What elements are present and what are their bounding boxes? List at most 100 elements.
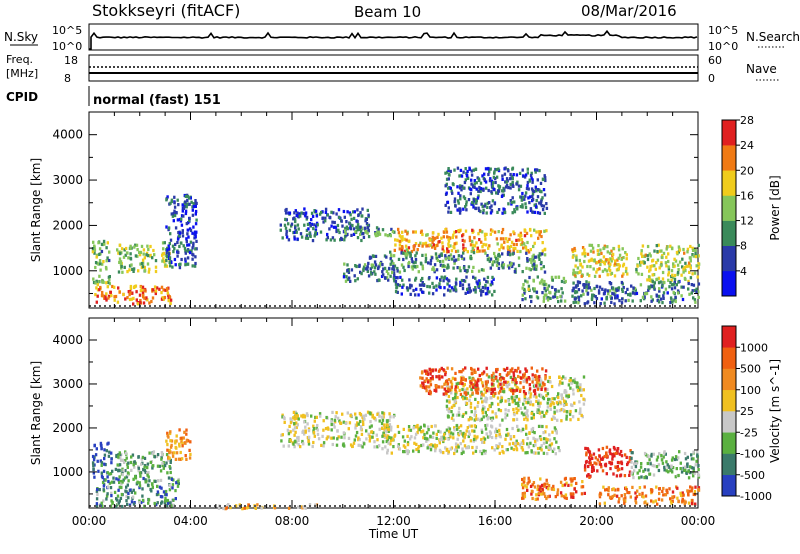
data-cell <box>293 211 296 215</box>
data-cell <box>115 497 118 501</box>
data-cell <box>595 462 598 466</box>
data-cell <box>171 451 174 455</box>
data-cell <box>464 247 467 252</box>
data-cell <box>325 238 328 242</box>
data-cell <box>485 397 489 401</box>
data-cell <box>138 500 141 505</box>
data-cell <box>178 442 181 446</box>
data-cell <box>188 218 191 223</box>
y-axis-label: Slant Range [km] <box>29 158 43 262</box>
data-cell <box>471 383 474 387</box>
data-cell <box>340 237 343 241</box>
data-cell <box>447 394 451 399</box>
data-cell <box>516 424 519 428</box>
data-cell <box>420 229 423 233</box>
data-cell <box>640 249 643 253</box>
data-cell <box>448 407 451 411</box>
data-cell <box>132 477 135 481</box>
data-cell <box>389 257 392 261</box>
data-cell <box>623 474 627 478</box>
data-cell <box>143 465 146 469</box>
data-cell <box>396 283 400 287</box>
data-cell <box>429 372 432 376</box>
data-cell <box>651 258 655 262</box>
data-cell <box>477 194 480 198</box>
data-cell <box>358 264 361 268</box>
data-cell <box>517 374 520 379</box>
data-cell <box>656 455 660 459</box>
data-cell <box>425 389 428 393</box>
data-cell <box>536 497 539 501</box>
data-cell <box>689 471 692 475</box>
data-cell <box>446 200 450 204</box>
data-cell <box>506 448 509 452</box>
data-cell <box>93 475 96 479</box>
data-cell <box>182 206 185 210</box>
data-cell <box>296 237 299 241</box>
data-cell <box>684 468 687 472</box>
data-cell <box>545 425 548 429</box>
data-cell <box>651 280 655 284</box>
data-cell <box>307 429 311 433</box>
data-cell <box>540 444 543 448</box>
data-cell <box>293 235 296 239</box>
data-cell <box>490 388 494 392</box>
data-cell <box>472 251 476 255</box>
data-cell <box>487 188 490 193</box>
data-cell <box>545 293 548 297</box>
data-cell <box>476 404 479 408</box>
data-cell <box>485 400 488 404</box>
data-cell <box>545 229 548 233</box>
data-cell <box>526 240 529 245</box>
data-cell <box>496 257 500 261</box>
data-cell <box>531 429 534 434</box>
data-cell <box>422 242 425 246</box>
data-cell <box>507 202 510 206</box>
data-cell <box>485 385 488 389</box>
data-cell <box>394 238 397 242</box>
data-cell <box>184 259 187 263</box>
data-cell <box>605 454 609 458</box>
data-cell <box>448 432 451 436</box>
data-cell <box>407 425 411 429</box>
data-cell <box>462 195 466 199</box>
data-cell <box>619 473 623 477</box>
data-cell <box>426 446 429 450</box>
data-cell <box>537 401 540 405</box>
data-cell <box>473 368 476 372</box>
data-cell <box>306 222 310 226</box>
data-cell <box>136 480 139 484</box>
data-cell <box>127 461 130 465</box>
data-cell <box>465 174 469 178</box>
data-cell <box>591 246 595 250</box>
data-cell <box>414 276 418 280</box>
data-cell <box>455 241 458 245</box>
data-cell <box>166 458 170 462</box>
data-cell <box>580 485 583 489</box>
data-cell <box>497 262 500 266</box>
data-cell <box>565 394 568 398</box>
data-cell <box>466 426 469 430</box>
data-cell <box>440 253 444 257</box>
data-cell <box>385 439 388 444</box>
data-cell <box>649 462 652 466</box>
data-cell <box>159 478 163 482</box>
data-cell <box>547 379 550 383</box>
data-cell <box>605 297 608 301</box>
data-cell <box>139 250 143 254</box>
data-cell <box>664 493 667 497</box>
data-cell <box>124 451 128 455</box>
data-cell <box>531 180 534 184</box>
data-cell <box>514 368 517 373</box>
data-cell <box>587 283 590 287</box>
data-cell <box>194 222 198 226</box>
data-cell <box>194 201 197 205</box>
data-cell <box>160 297 164 301</box>
data-cell <box>140 261 144 266</box>
data-cell <box>186 198 189 202</box>
data-cell <box>119 496 123 500</box>
data-cell <box>494 412 497 416</box>
data-cell <box>118 257 122 261</box>
data-cell <box>497 230 500 234</box>
data-cell <box>590 243 594 247</box>
